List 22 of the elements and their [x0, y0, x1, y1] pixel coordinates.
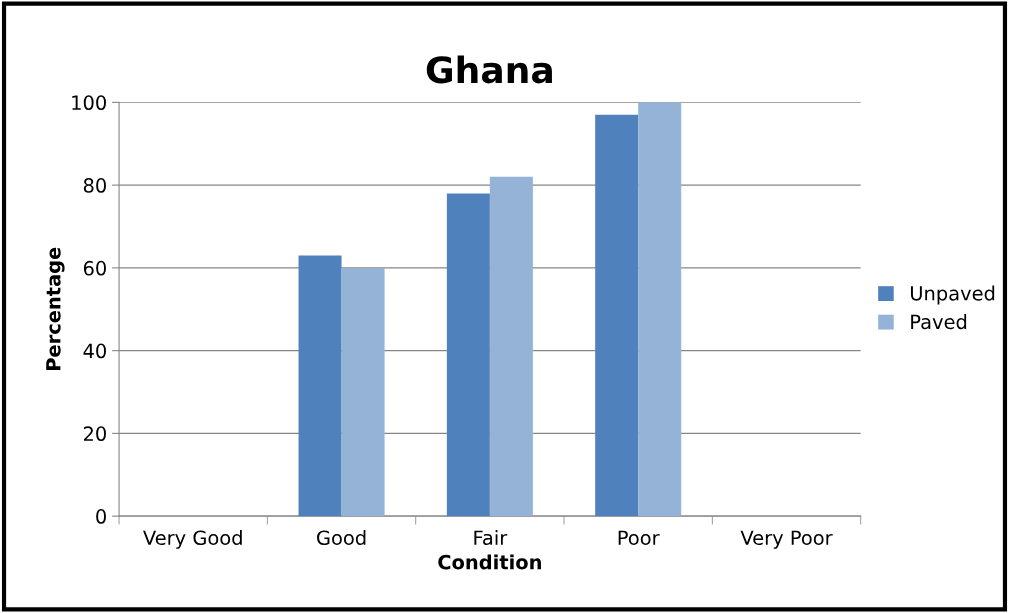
x-tick-label: Very Good	[143, 530, 242, 549]
bar	[446, 193, 490, 517]
bar	[489, 176, 533, 517]
bar	[595, 114, 639, 517]
bar	[341, 267, 385, 517]
y-tick-label: 0	[96, 509, 106, 524]
y-tick-label: 20	[83, 426, 106, 442]
x-tick-label: Good	[317, 530, 366, 546]
bar	[298, 255, 342, 517]
x-tick-label: Very Poor	[740, 530, 833, 549]
y-axis-title: Percentage	[46, 247, 65, 371]
legend-label: Unpaved	[910, 285, 995, 305]
y-tick-label: 80	[83, 178, 106, 193]
x-axis-title: Condition	[438, 554, 541, 570]
x-tick-label: Poor	[618, 530, 660, 546]
y-tick-label: 60	[83, 260, 106, 276]
bar	[638, 102, 682, 517]
chart-title: Ghana	[426, 55, 552, 84]
y-tick-label: 100	[72, 95, 106, 111]
x-tick-label: Fair	[474, 530, 508, 546]
y-tick-label: 40	[83, 343, 106, 359]
legend-label: Paved	[911, 314, 967, 330]
